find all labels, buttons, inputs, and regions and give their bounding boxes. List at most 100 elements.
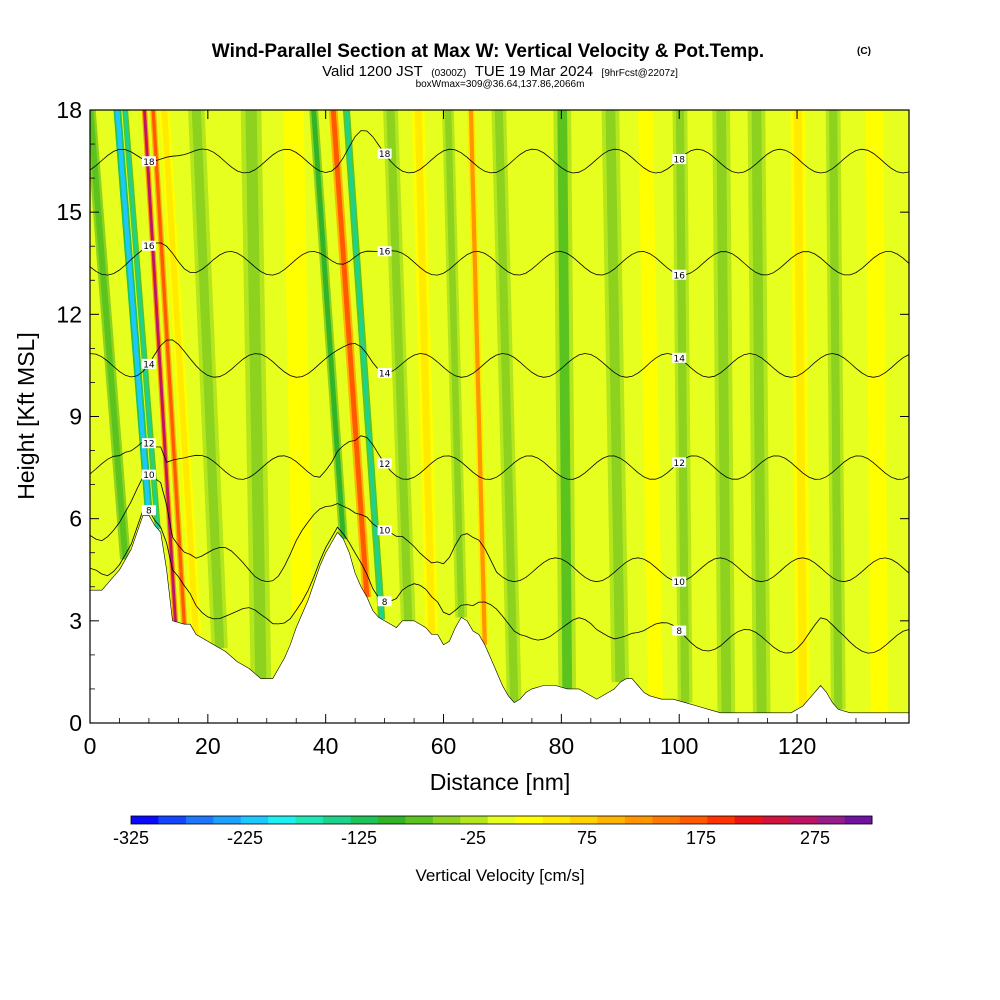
colorbar-frame — [130, 815, 873, 825]
contour-label-8-0: 8 — [146, 507, 152, 517]
subtitle-utc: (0300Z) — [431, 68, 466, 79]
contour-12 — [90, 435, 909, 480]
colorbar-swatch-16 — [570, 816, 599, 824]
subtitle-fcst: [9hrFcst@2207z] — [602, 68, 679, 79]
w-band-17-1 — [557, 110, 573, 689]
w-band-0-1 — [90, 110, 129, 560]
chart-title-mark: (C) — [857, 46, 871, 57]
colorbar-swatch-7 — [323, 816, 352, 824]
contour-label-12-1: 12 — [379, 460, 390, 470]
w-band-10-1 — [330, 110, 370, 597]
x-tick-label-120: 120 — [778, 733, 816, 759]
w-band-15-1 — [468, 110, 487, 645]
potential-temperature-contours: 8 8 8 10 10 10 12 12 12 14 14 14 16 16 16 18 18 18 — [90, 130, 909, 654]
contour-label-18-1: 18 — [379, 150, 391, 160]
contour-label-12-2: 12 — [673, 459, 684, 469]
contour-label-10-1: 10 — [379, 527, 391, 537]
w-band-5-1 — [161, 110, 199, 635]
contour-label-bg-12-0 — [141, 438, 156, 449]
y-tick-label-9: 9 — [69, 404, 82, 430]
contour-label-10-2: 10 — [673, 578, 685, 588]
colorbar-swatch-6 — [295, 816, 324, 824]
w-band-13-1 — [414, 110, 436, 635]
colorbar-swatch-11 — [432, 816, 461, 824]
w-band-3-1 — [143, 110, 177, 622]
contour-label-bg-14-2 — [672, 352, 687, 363]
colorbar-tick-label-175: 175 — [686, 828, 716, 848]
colorbar-swatch-0 — [131, 816, 159, 824]
contour-label-bg-16-2 — [672, 269, 687, 280]
colorbar-swatch-1 — [158, 816, 187, 824]
contour-10 — [90, 474, 909, 583]
contour-8 — [90, 509, 909, 654]
colorbar-swatch-25 — [817, 816, 846, 824]
w-band-8-1 — [287, 110, 308, 614]
chart-subtitle-box: boxWmax=309@36.64,137.86,2066m — [416, 79, 585, 90]
contour-label-16-1: 16 — [379, 248, 391, 258]
contour-label-18-0: 18 — [143, 158, 155, 168]
colorbar-tick-label-275: 275 — [800, 828, 830, 848]
y-tick-label-3: 3 — [69, 608, 82, 634]
contour-14 — [90, 339, 909, 378]
colorbar-swatch-14 — [515, 816, 544, 824]
colorbar-swatch-20 — [679, 816, 708, 824]
y-tick-label-0: 0 — [69, 710, 82, 736]
chart-subtitle: Valid 1200 JST (0300Z) TUE 19 Mar 2024 [… — [322, 63, 678, 80]
colorbar-swatch-5 — [268, 816, 297, 824]
x-tick-label-80: 80 — [549, 733, 575, 759]
chart-title: Wind-Parallel Section at Max W: Vertical… — [212, 41, 764, 62]
colorbar-swatch-23 — [762, 816, 791, 824]
contour-label-bg-8-2 — [672, 625, 687, 636]
colorbar-swatch-2 — [185, 816, 214, 824]
contour-label-bg-14-1 — [377, 368, 392, 379]
colorbar-swatch-8 — [350, 816, 379, 824]
contour-label-bg-18-1 — [377, 148, 392, 159]
w-band-21-1 — [716, 110, 732, 713]
x-tick-label-20: 20 — [195, 733, 221, 759]
contour-label-bg-12-1 — [377, 458, 392, 469]
contour-label-12-0: 12 — [143, 440, 154, 450]
w-band-25-1 — [869, 110, 885, 713]
contour-label-bg-10-0 — [141, 469, 156, 480]
colorbar-tick-label--225: -225 — [227, 828, 263, 848]
w-band-22-1 — [751, 110, 767, 713]
w-band-16-1 — [494, 110, 519, 703]
contour-label-18-2: 18 — [673, 156, 685, 166]
y-tick-label-15: 15 — [56, 199, 82, 225]
w-band-14-1 — [444, 110, 465, 618]
plot-area: 8 8 8 10 10 10 12 12 12 14 14 14 16 16 16 18 18 18 — [90, 110, 909, 723]
w-band-7-1 — [245, 110, 267, 679]
y-axis-label: Height [Kft MSL] — [13, 332, 39, 499]
w-band-23-1 — [793, 110, 807, 706]
y-tick-label-6: 6 — [69, 506, 82, 532]
w-band-11-1 — [344, 110, 384, 620]
subtitle-date: TUE 19 Mar 2024 — [475, 63, 593, 80]
w-band-6-1 — [191, 110, 225, 649]
x-tick-label-100: 100 — [660, 733, 698, 759]
colorbar-swatch-26 — [844, 816, 873, 824]
contour-label-16-2: 16 — [673, 271, 685, 281]
contour-label-10-0: 10 — [143, 471, 155, 481]
contour-label-14-1: 14 — [379, 370, 391, 380]
w-band-1-1 — [115, 110, 151, 516]
terrain-mask — [90, 515, 909, 723]
vertical-velocity-field — [90, 110, 889, 713]
colorbar-swatch-24 — [789, 816, 818, 824]
w-band-2-1 — [123, 110, 160, 529]
contour-label-8-2: 8 — [676, 627, 682, 637]
colorbar-tick-label--325: -325 — [113, 828, 149, 848]
contour-label-bg-12-2 — [672, 457, 687, 468]
colorbar-tick-label--25: -25 — [460, 828, 486, 848]
colorbar-swatch-9 — [378, 816, 406, 824]
colorbar-swatch-18 — [625, 816, 653, 824]
contour-label-bg-16-1 — [377, 246, 392, 257]
contour-label-bg-8-0 — [141, 505, 156, 516]
contour-label-bg-8-1 — [377, 596, 392, 607]
subtitle-valid: Valid 1200 JST — [322, 63, 423, 80]
w-band-12-1 — [386, 110, 413, 621]
x-tick-label-0: 0 — [84, 733, 97, 759]
w-band-19-1 — [641, 110, 660, 698]
colorbar-label: Vertical Velocity [cm/s] — [415, 866, 584, 885]
colorbar-swatch-22 — [734, 816, 763, 824]
